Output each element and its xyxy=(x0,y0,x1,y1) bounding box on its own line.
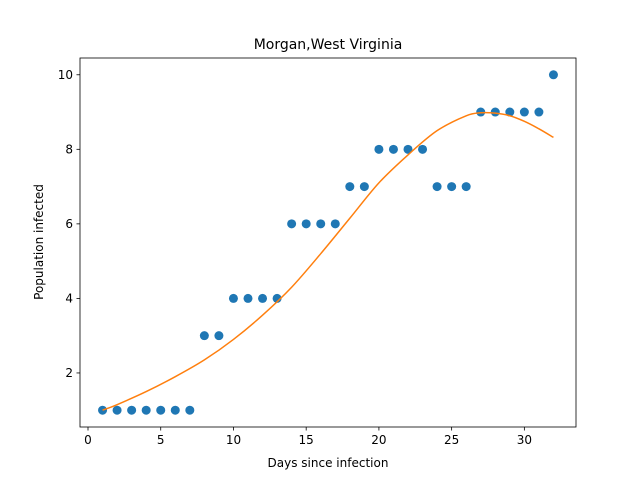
data-point xyxy=(519,107,529,117)
x-axis-ticks: 0 5 10 15 20 25 30 xyxy=(84,427,532,447)
data-point xyxy=(170,405,180,415)
data-point xyxy=(214,331,224,341)
x-axis-label: Days since infection xyxy=(268,456,389,470)
data-point xyxy=(432,182,442,192)
x-tick-label: 15 xyxy=(299,433,314,447)
data-point xyxy=(534,107,544,117)
plot-area xyxy=(79,57,577,428)
data-point xyxy=(447,182,457,192)
x-tick-label: 0 xyxy=(84,433,92,447)
data-point xyxy=(374,144,384,154)
data-point xyxy=(490,107,500,117)
series-layer xyxy=(98,70,558,415)
data-point xyxy=(272,293,282,303)
x-tick-label: 10 xyxy=(226,433,241,447)
chart-title: Morgan,West Virginia xyxy=(254,37,403,53)
data-point xyxy=(316,219,326,229)
data-point xyxy=(461,182,471,192)
y-axis-ticks: 2 4 6 8 10 xyxy=(58,68,80,380)
data-point xyxy=(359,182,369,192)
data-point xyxy=(548,70,558,80)
data-point xyxy=(199,331,209,341)
y-tick-label: 10 xyxy=(58,68,73,82)
data-point xyxy=(388,144,398,154)
x-tick-label: 30 xyxy=(517,433,532,447)
data-point xyxy=(228,293,238,303)
x-tick-label: 25 xyxy=(444,433,459,447)
data-point xyxy=(301,219,311,229)
data-point xyxy=(127,405,137,415)
x-tick-label: 5 xyxy=(157,433,165,447)
scatter-series xyxy=(98,70,558,415)
data-point xyxy=(403,144,413,154)
x-tick-label: 20 xyxy=(371,433,386,447)
data-point xyxy=(287,219,297,229)
data-point xyxy=(418,144,428,154)
y-tick-label: 8 xyxy=(65,142,73,156)
data-point xyxy=(330,219,340,229)
data-point xyxy=(243,293,253,303)
y-tick-label: 6 xyxy=(65,217,73,231)
y-tick-label: 4 xyxy=(65,291,73,305)
data-point xyxy=(345,182,355,192)
data-point xyxy=(141,405,151,415)
y-tick-label: 2 xyxy=(65,366,73,380)
axes-frame xyxy=(79,57,577,428)
data-point xyxy=(156,405,166,415)
data-point xyxy=(185,405,195,415)
fit-line xyxy=(102,111,554,411)
y-axis-label: Population infected xyxy=(32,184,46,300)
data-point xyxy=(112,405,122,415)
data-point xyxy=(258,293,268,303)
data-point xyxy=(505,107,515,117)
